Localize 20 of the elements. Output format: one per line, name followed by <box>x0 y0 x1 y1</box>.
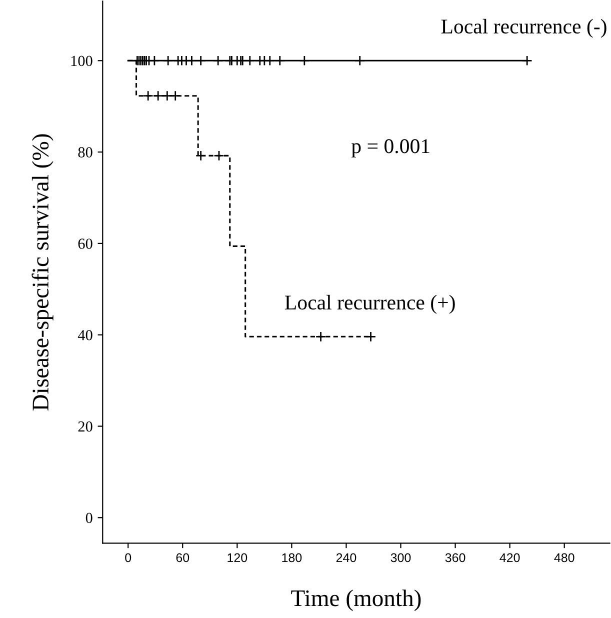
x-tick-label: 480 <box>554 553 574 562</box>
y-tick-label: 60 <box>78 238 92 249</box>
x-tick-label: 120 <box>228 553 248 562</box>
x-tick-label: 360 <box>445 553 466 562</box>
y-axis-title: Disease-specific survival (%) <box>32 134 54 411</box>
x-axis-title: Time (month) <box>291 590 421 612</box>
series-label: Local recurrence (-) <box>441 18 606 38</box>
y-tick-label: 100 <box>71 56 92 66</box>
y-tick-label: 80 <box>78 147 92 158</box>
y-tick-label: 0 <box>86 512 92 524</box>
series-label: Local recurrence (+) <box>285 294 455 314</box>
x-tick-label: 300 <box>390 553 411 562</box>
y-tick-label: 40 <box>78 330 92 340</box>
x-tick-label: 60 <box>176 553 190 562</box>
y-tick-label: 20 <box>78 421 92 432</box>
x-tick-label: 0 <box>125 553 132 562</box>
x-tick-label: 240 <box>336 553 356 562</box>
annotation: p = 0.001 <box>351 139 430 158</box>
x-tick-label: 180 <box>282 553 302 562</box>
x-tick-label: 420 <box>500 553 520 562</box>
